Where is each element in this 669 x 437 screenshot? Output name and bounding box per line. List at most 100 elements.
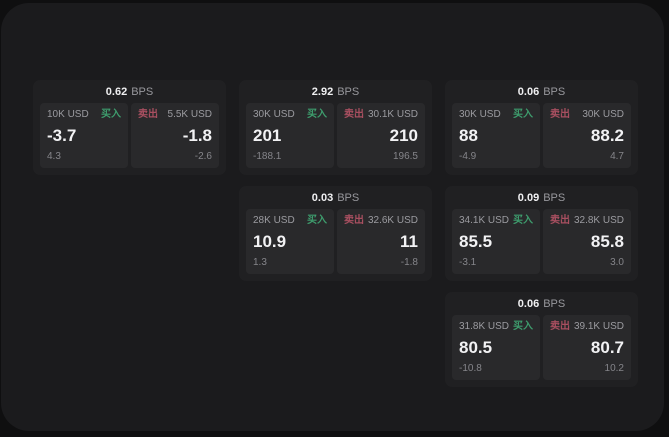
pricing-card: 0.09 BPS 34.1K USD 买入 85.5 -3.1 卖出 32.8K …: [445, 186, 638, 281]
sell-tile[interactable]: 卖出 32.8K USD 85.8 3.0: [543, 209, 631, 274]
spread-unit-label: BPS: [337, 192, 360, 204]
buy-notional: 10K USD: [47, 109, 89, 120]
pricing-card: 0.06 BPS 30K USD 买入 88 -4.9 卖出 30K USD 88…: [445, 80, 638, 175]
sell-tile[interactable]: 卖出 32.6K USD 11 -1.8: [337, 209, 425, 274]
spread-unit-label: BPS: [543, 86, 566, 98]
quote-tiles: 31.8K USD 买入 80.5 -10.8 卖出 39.1K USD 80.…: [452, 315, 631, 380]
buy-price: -3.7: [47, 126, 77, 145]
sell-price: 11: [400, 232, 418, 251]
sell-notional: 39.1K USD: [573, 321, 624, 332]
sell-tile-top-row: 卖出 32.6K USD: [344, 215, 418, 227]
quote-tiles: 28K USD 买入 10.9 1.3 卖出 32.6K USD 11 -1.8: [246, 209, 425, 274]
buy-tile-top-row: 30K USD 买入: [459, 109, 533, 121]
sell-tile[interactable]: 卖出 30K USD 88.2 4.7: [543, 103, 631, 168]
main-panel: 0.62 BPS 10K USD 买入 -3.7 4.3 卖出 5.5K USD …: [1, 3, 664, 431]
buy-notional: 31.8K USD: [459, 321, 510, 332]
sell-delta: 10.2: [604, 363, 624, 374]
pricing-card: 0.03 BPS 28K USD 买入 10.9 1.3 卖出 32.6K USD…: [239, 186, 432, 281]
quote-tiles: 10K USD 买入 -3.7 4.3 卖出 5.5K USD -1.8 -2.…: [40, 103, 219, 168]
quote-tiles: 30K USD 买入 88 -4.9 卖出 30K USD 88.2 4.7: [452, 103, 631, 168]
sell-tile-top-row: 卖出 30K USD: [550, 109, 624, 121]
sell-price: -1.8: [182, 126, 212, 145]
sell-side-label: 卖出: [550, 109, 570, 120]
sell-side-label: 卖出: [550, 321, 570, 332]
buy-delta: 4.3: [47, 151, 61, 162]
buy-tile[interactable]: 10K USD 买入 -3.7 4.3: [40, 103, 128, 168]
buy-price: 80.5: [459, 338, 493, 357]
pricing-card: 2.92 BPS 30K USD 买入 201 -188.1 卖出 30.1K U…: [239, 80, 432, 175]
buy-price: 10.9: [253, 232, 287, 251]
sell-price: 210: [389, 126, 418, 145]
sell-delta: 196.5: [392, 151, 418, 162]
spread-value: 0.03: [311, 192, 334, 204]
buy-price: 201: [253, 126, 282, 145]
pricing-card: 0.06 BPS 31.8K USD 买入 80.5 -10.8 卖出 39.1K…: [445, 292, 638, 387]
buy-side-label: 买入: [513, 215, 533, 226]
spread-unit-label: BPS: [543, 192, 566, 204]
buy-side-label: 买入: [513, 321, 533, 332]
sell-price: 85.8: [590, 232, 624, 251]
sell-tile[interactable]: 卖出 39.1K USD 80.7 10.2: [543, 315, 631, 380]
buy-notional: 28K USD: [253, 215, 295, 226]
spread-header: 0.62 BPS: [40, 85, 219, 99]
spread-unit-label: BPS: [543, 298, 566, 310]
spread-value: 0.06: [517, 86, 540, 98]
sell-side-label: 卖出: [550, 215, 570, 226]
sell-tile[interactable]: 卖出 30.1K USD 210 196.5: [337, 103, 425, 168]
sell-delta: 4.7: [610, 151, 624, 162]
quote-tiles: 34.1K USD 买入 85.5 -3.1 卖出 32.8K USD 85.8…: [452, 209, 631, 274]
sell-tile[interactable]: 卖出 5.5K USD -1.8 -2.6: [131, 103, 219, 168]
buy-side-label: 买入: [513, 109, 533, 120]
sell-price: 80.7: [590, 338, 624, 357]
sell-notional: 30K USD: [582, 109, 624, 120]
buy-delta: -4.9: [459, 151, 477, 162]
buy-tile-top-row: 28K USD 买入: [253, 215, 327, 227]
buy-tile-top-row: 30K USD 买入: [253, 109, 327, 121]
sell-price: 88.2: [590, 126, 624, 145]
sell-notional: 5.5K USD: [167, 109, 212, 120]
spread-header: 0.09 BPS: [452, 191, 631, 205]
sell-tile-top-row: 卖出 32.8K USD: [550, 215, 624, 227]
sell-tile-top-row: 卖出 30.1K USD: [344, 109, 418, 121]
buy-tile[interactable]: 34.1K USD 买入 85.5 -3.1: [452, 209, 540, 274]
sell-delta: -1.8: [400, 257, 418, 268]
sell-tile-top-row: 卖出 5.5K USD: [138, 109, 212, 121]
sell-notional: 32.6K USD: [367, 215, 418, 226]
buy-tile-top-row: 34.1K USD 买入: [459, 215, 533, 227]
sell-notional: 30.1K USD: [367, 109, 418, 120]
sell-notional: 32.8K USD: [573, 215, 624, 226]
buy-tile[interactable]: 31.8K USD 买入 80.5 -10.8: [452, 315, 540, 380]
buy-side-label: 买入: [101, 109, 121, 120]
buy-tile[interactable]: 30K USD 买入 88 -4.9: [452, 103, 540, 168]
spread-value: 0.09: [517, 192, 540, 204]
buy-notional: 30K USD: [253, 109, 295, 120]
spread-unit-label: BPS: [337, 86, 360, 98]
sell-side-label: 卖出: [138, 109, 158, 120]
buy-delta: -188.1: [253, 151, 282, 162]
spread-header: 0.06 BPS: [452, 85, 631, 99]
sell-side-label: 卖出: [344, 215, 364, 226]
spread-header: 2.92 BPS: [246, 85, 425, 99]
buy-tile[interactable]: 28K USD 买入 10.9 1.3: [246, 209, 334, 274]
buy-side-label: 买入: [307, 109, 327, 120]
buy-delta: -10.8: [459, 363, 482, 374]
quote-tiles: 30K USD 买入 201 -188.1 卖出 30.1K USD 210 1…: [246, 103, 425, 168]
sell-delta: -2.6: [194, 151, 212, 162]
buy-delta: 1.3: [253, 257, 267, 268]
buy-price: 85.5: [459, 232, 493, 251]
buy-delta: -3.1: [459, 257, 477, 268]
pricing-card: 0.62 BPS 10K USD 买入 -3.7 4.3 卖出 5.5K USD …: [33, 80, 226, 175]
spread-value: 0.62: [105, 86, 128, 98]
sell-tile-top-row: 卖出 39.1K USD: [550, 321, 624, 333]
buy-tile[interactable]: 30K USD 买入 201 -188.1: [246, 103, 334, 168]
buy-notional: 30K USD: [459, 109, 501, 120]
spread-header: 0.03 BPS: [246, 191, 425, 205]
buy-notional: 34.1K USD: [459, 215, 510, 226]
spread-value: 2.92: [311, 86, 334, 98]
buy-side-label: 买入: [307, 215, 327, 226]
buy-tile-top-row: 31.8K USD 买入: [459, 321, 533, 333]
spread-header: 0.06 BPS: [452, 297, 631, 311]
buy-tile-top-row: 10K USD 买入: [47, 109, 121, 121]
spread-value: 0.06: [517, 298, 540, 310]
sell-delta: 3.0: [610, 257, 624, 268]
